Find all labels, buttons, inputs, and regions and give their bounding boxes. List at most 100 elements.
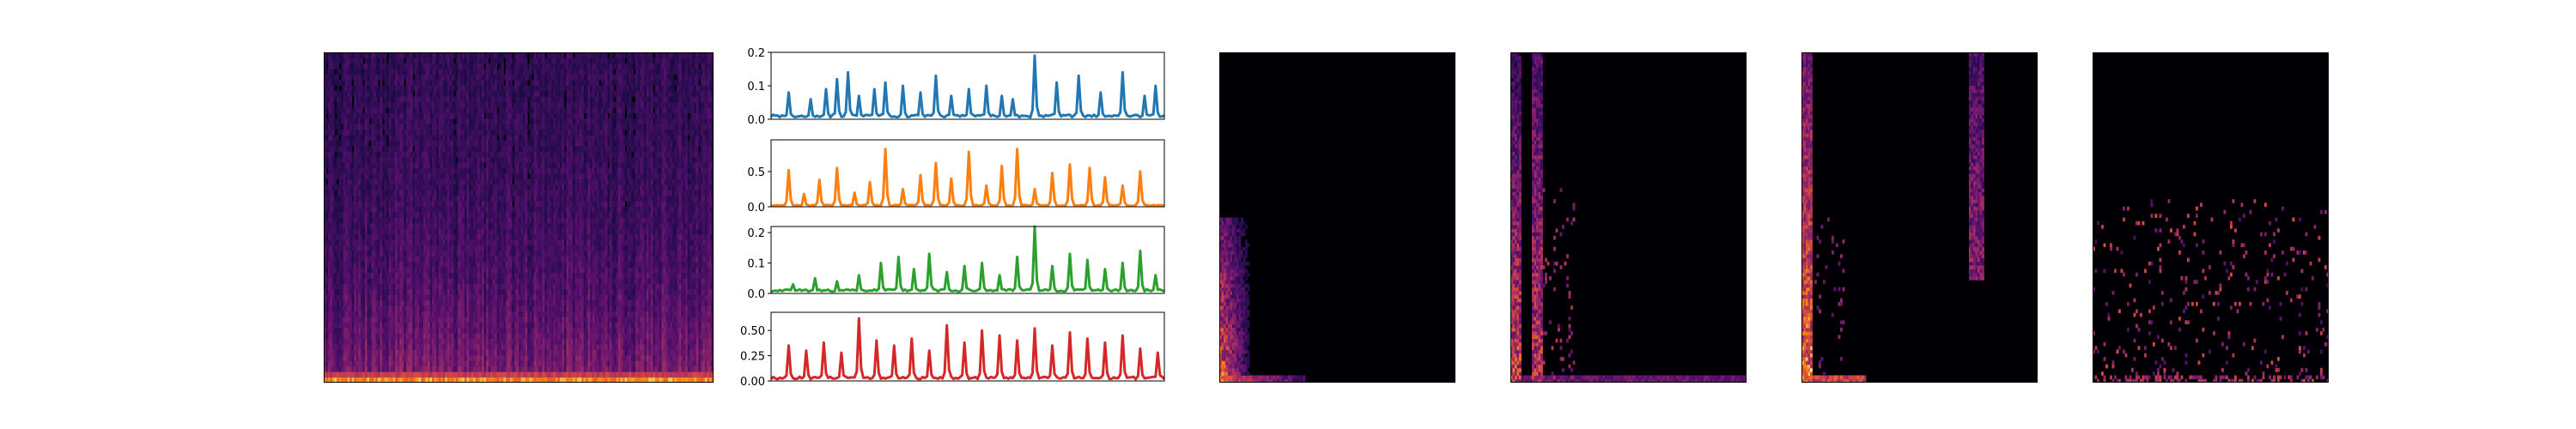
spectrogram-cell [362, 360, 366, 367]
spectrogram-cell [436, 239, 440, 245]
spectrogram-cell [341, 311, 344, 317]
spectrogram-cell [360, 288, 363, 295]
spectrogram-cell [325, 245, 329, 251]
spectrogram-cell [343, 377, 346, 383]
spectrogram-cell [328, 57, 331, 64]
spectrogram-cell [386, 69, 390, 76]
spectrogram-cell [459, 256, 463, 263]
spectrogram-cell [436, 140, 440, 147]
spectrogram-cell [451, 261, 454, 268]
spectrogram-cell [388, 173, 392, 179]
spectrogram-cell [354, 184, 357, 190]
spectrogram-cell [449, 101, 453, 108]
spectrogram-cell [488, 112, 491, 119]
spectrogram-cell [490, 261, 494, 268]
spectrogram-cell [405, 129, 409, 136]
spectrogram-cell [374, 366, 376, 372]
spectrogram-cell [338, 288, 342, 295]
spectrogram-cell [343, 101, 346, 108]
spectrogram-cell [473, 190, 476, 196]
spectrogram-cell [451, 299, 454, 306]
spectrogram-cell [492, 327, 495, 334]
spectrogram-cell [408, 233, 411, 240]
spectrogram-cell [401, 118, 404, 124]
spectrogram-cell [490, 272, 494, 279]
spectrogram-cell [421, 317, 424, 323]
spectrogram-cell [488, 201, 491, 208]
spectrogram-cell [367, 377, 370, 383]
spectrogram-cell [499, 360, 502, 367]
spectrogram-cell [338, 124, 342, 130]
spectrogram-cell [345, 338, 349, 345]
spectrogram-cell [386, 96, 390, 103]
spectrogram-cell [382, 63, 386, 69]
spectrogram-cell [354, 366, 357, 372]
spectrogram-cell [436, 173, 440, 179]
spectrogram-cell [338, 101, 342, 108]
spectrogram-cell [347, 222, 350, 229]
spectrogram-cell [496, 167, 500, 174]
spectrogram-cell [451, 129, 454, 136]
spectrogram-cell [428, 184, 430, 190]
spectrogram-cell [345, 372, 349, 378]
spectrogram-cell [462, 317, 465, 323]
spectrogram-cell [458, 283, 461, 290]
spectrogram-cell [391, 52, 394, 58]
spectrogram-cell [462, 57, 465, 64]
spectrogram-cell [421, 294, 424, 301]
spectrogram-cell [495, 190, 498, 196]
spectrogram-cell [325, 184, 329, 190]
spectrogram-cell [412, 184, 416, 190]
spectrogram-cell [325, 322, 329, 329]
spectrogram-cell [399, 239, 403, 245]
spectrogram-cell [436, 69, 440, 76]
spectrogram-cell [412, 69, 416, 76]
spectrogram-cell [471, 151, 474, 158]
spectrogram-cell [337, 360, 340, 367]
spectrogram-cell [421, 256, 424, 263]
spectrogram-cell [455, 162, 459, 169]
spectrogram-cell [334, 212, 337, 218]
spectrogram-cell [449, 112, 453, 119]
spectrogram-cell [468, 217, 471, 224]
spectrogram-cell [368, 69, 372, 76]
spectrogram-cell [399, 101, 403, 108]
spectrogram-cell [418, 233, 422, 240]
spectrogram-cell [347, 124, 350, 130]
spectrogram-cell [477, 272, 480, 279]
spectrogram-cell [458, 57, 461, 64]
spectrogram-cell [471, 167, 474, 174]
spectrogram-cell [468, 256, 471, 263]
spectrogram-cell [423, 129, 426, 136]
spectrogram-cell [429, 112, 433, 119]
spectrogram-cell [391, 283, 394, 290]
spectrogram-cell [473, 233, 476, 240]
spectrogram-cell [324, 184, 326, 190]
spectrogram-cell [453, 140, 457, 147]
spectrogram-cell [341, 228, 344, 235]
spectrogram-cell [349, 245, 353, 251]
spectrogram-cell [483, 338, 487, 345]
spectrogram-cell [416, 118, 420, 124]
spectrogram-cell [378, 156, 380, 163]
spectrogram-cell [462, 96, 465, 103]
spectrogram-cell [483, 278, 487, 284]
spectrogram-cell [378, 151, 380, 158]
spectrogram-cell [490, 118, 494, 124]
spectrogram-cell [462, 267, 465, 274]
spectrogram-cell [479, 69, 483, 76]
spectrogram-cell [362, 299, 366, 306]
spectrogram-cell [364, 222, 368, 229]
spectrogram-cell [325, 317, 329, 323]
spectrogram-cell [324, 212, 326, 218]
spectrogram-cell [451, 288, 454, 295]
spectrogram-cell [464, 156, 467, 163]
spectrogram-cell [455, 239, 459, 245]
spectrogram-cell [432, 140, 435, 147]
spectrogram-cell [466, 178, 470, 185]
spectrogram-cell [330, 85, 333, 92]
spectrogram-cell [410, 311, 413, 317]
spectrogram-cell [397, 178, 400, 185]
spectrogram-cell [345, 118, 349, 124]
spectrogram-cell [364, 178, 368, 185]
